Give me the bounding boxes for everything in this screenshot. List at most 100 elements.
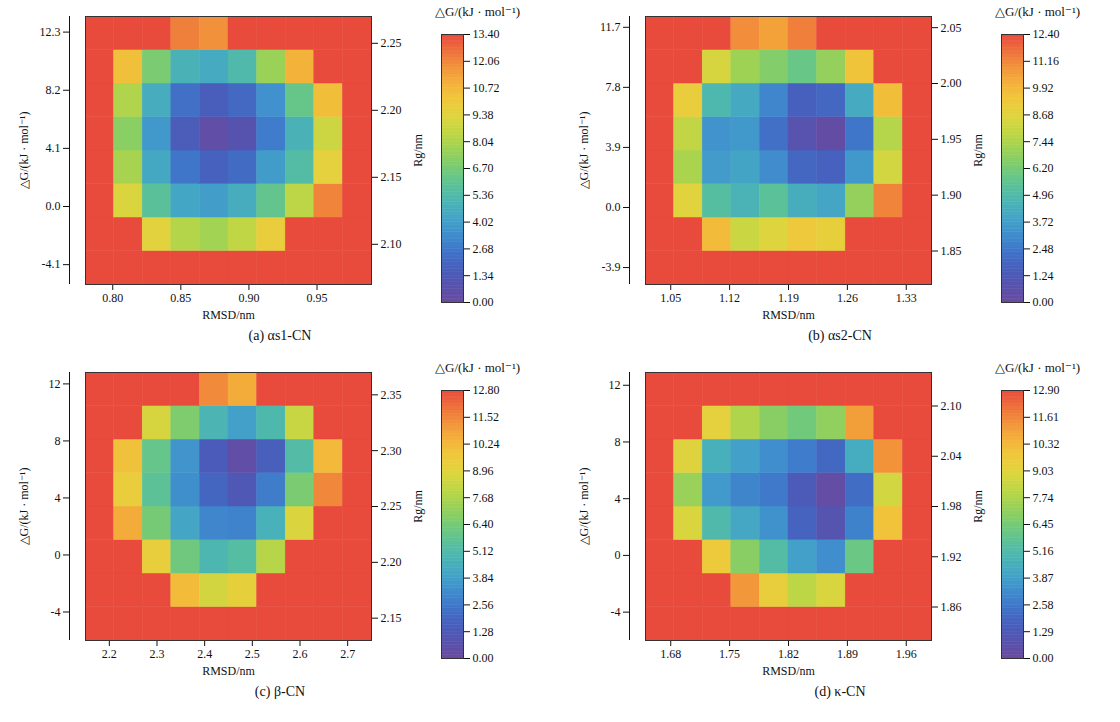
svg-text:9.38: 9.38 <box>473 108 494 122</box>
svg-text:RMSD/nm: RMSD/nm <box>202 664 255 678</box>
svg-text:1.05: 1.05 <box>660 291 681 305</box>
svg-text:1.26: 1.26 <box>837 291 858 305</box>
svg-text:2.10: 2.10 <box>941 399 962 413</box>
svg-text:3.87: 3.87 <box>1033 571 1054 585</box>
svg-text:1.34: 1.34 <box>473 269 494 283</box>
svg-text:6.40: 6.40 <box>473 517 494 531</box>
svg-text:4.96: 4.96 <box>1033 188 1054 202</box>
svg-text:11.61: 11.61 <box>1033 410 1060 424</box>
svg-text:△G/(kJ · mol⁻¹): △G/(kJ · mol⁻¹) <box>17 112 31 190</box>
svg-text:2.48: 2.48 <box>1033 242 1054 256</box>
svg-text:1.33: 1.33 <box>896 291 917 305</box>
svg-text:0.0: 0.0 <box>606 200 621 214</box>
svg-text:1.98: 1.98 <box>941 499 962 513</box>
svg-text:4: 4 <box>55 491 61 505</box>
svg-text:5.36: 5.36 <box>473 188 494 202</box>
svg-text:2.25: 2.25 <box>381 36 402 50</box>
svg-text:1.82: 1.82 <box>778 647 799 661</box>
svg-text:1.75: 1.75 <box>719 647 740 661</box>
svg-text:12: 12 <box>609 378 621 392</box>
svg-text:2.20: 2.20 <box>381 555 402 569</box>
svg-text:△G/(kJ · mol⁻¹): △G/(kJ · mol⁻¹) <box>577 112 591 190</box>
svg-text:0.80: 0.80 <box>102 291 123 305</box>
svg-text:2.00: 2.00 <box>941 76 962 90</box>
svg-text:7.74: 7.74 <box>1033 491 1054 505</box>
svg-text:10.72: 10.72 <box>473 81 500 95</box>
svg-text:8.68: 8.68 <box>1033 108 1054 122</box>
svg-text:Rg/nm: Rg/nm <box>971 489 985 522</box>
svg-text:8: 8 <box>55 434 61 448</box>
svg-text:7.68: 7.68 <box>473 491 494 505</box>
svg-text:4: 4 <box>615 492 621 506</box>
svg-text:1.86: 1.86 <box>941 600 962 614</box>
svg-text:12.06: 12.06 <box>473 54 500 68</box>
svg-text:1.90: 1.90 <box>941 188 962 202</box>
svg-text:6.70: 6.70 <box>473 161 494 175</box>
svg-text:1.96: 1.96 <box>896 647 917 661</box>
svg-text:-4.1: -4.1 <box>42 257 61 271</box>
svg-text:12.3: 12.3 <box>40 25 61 39</box>
svg-text:2.4: 2.4 <box>197 647 212 661</box>
svg-text:1.29: 1.29 <box>1033 625 1054 639</box>
svg-text:11.16: 11.16 <box>1033 54 1060 68</box>
svg-text:3.84: 3.84 <box>473 571 494 585</box>
svg-text:-3.9: -3.9 <box>602 260 621 274</box>
svg-text:-4: -4 <box>51 605 61 619</box>
svg-text:2.6: 2.6 <box>293 647 308 661</box>
svg-text:10.24: 10.24 <box>473 437 500 451</box>
svg-text:RMSD/nm: RMSD/nm <box>762 664 815 678</box>
svg-text:5.16: 5.16 <box>1033 544 1054 558</box>
svg-text:Rg/nm: Rg/nm <box>411 133 425 166</box>
svg-text:1.24: 1.24 <box>1033 269 1054 283</box>
svg-text:2.04: 2.04 <box>941 449 962 463</box>
svg-text:1.19: 1.19 <box>778 291 799 305</box>
svg-text:RMSD/nm: RMSD/nm <box>762 308 815 322</box>
svg-text:12.80: 12.80 <box>473 383 500 397</box>
svg-text:RMSD/nm: RMSD/nm <box>202 308 255 322</box>
svg-text:3.72: 3.72 <box>1033 215 1054 229</box>
svg-text:Rg/nm: Rg/nm <box>971 133 985 166</box>
svg-text:2.30: 2.30 <box>381 444 402 458</box>
svg-text:8.2: 8.2 <box>46 83 61 97</box>
svg-text:1.12: 1.12 <box>719 291 740 305</box>
svg-text:12.90: 12.90 <box>1033 383 1060 397</box>
svg-text:0.90: 0.90 <box>238 291 259 305</box>
svg-text:2.25: 2.25 <box>381 499 402 513</box>
svg-text:1.95: 1.95 <box>941 132 962 146</box>
svg-text:1.85: 1.85 <box>941 244 962 258</box>
svg-text:12: 12 <box>49 377 61 391</box>
svg-text:2.3: 2.3 <box>150 647 165 661</box>
svg-text:2.68: 2.68 <box>473 242 494 256</box>
svg-text:11.7: 11.7 <box>600 20 621 34</box>
svg-text:2.58: 2.58 <box>1033 598 1054 612</box>
svg-text:1.89: 1.89 <box>837 647 858 661</box>
svg-text:1.28: 1.28 <box>473 625 494 639</box>
svg-text:2.05: 2.05 <box>941 21 962 35</box>
svg-text:0.95: 0.95 <box>307 291 328 305</box>
svg-text:13.40: 13.40 <box>473 27 500 41</box>
svg-text:0.00: 0.00 <box>473 651 494 665</box>
svg-text:7.8: 7.8 <box>606 80 621 94</box>
svg-text:9.03: 9.03 <box>1033 464 1054 478</box>
svg-text:0: 0 <box>615 548 621 562</box>
svg-text:2.2: 2.2 <box>102 647 117 661</box>
svg-text:5.12: 5.12 <box>473 544 494 558</box>
svg-text:2.20: 2.20 <box>381 103 402 117</box>
svg-text:8.96: 8.96 <box>473 464 494 478</box>
svg-text:4.02: 4.02 <box>473 215 494 229</box>
svg-text:2.7: 2.7 <box>340 647 355 661</box>
svg-text:12.40: 12.40 <box>1033 27 1060 41</box>
svg-text:0.85: 0.85 <box>170 291 191 305</box>
svg-text:2.56: 2.56 <box>473 598 494 612</box>
svg-text:△G/(kJ · mol⁻¹): △G/(kJ · mol⁻¹) <box>17 468 31 546</box>
svg-text:2.35: 2.35 <box>381 388 402 402</box>
svg-text:4.1: 4.1 <box>46 141 61 155</box>
svg-text:2.15: 2.15 <box>381 170 402 184</box>
svg-text:11.52: 11.52 <box>473 410 500 424</box>
svg-text:0.00: 0.00 <box>1033 295 1054 309</box>
svg-text:-4: -4 <box>611 605 621 619</box>
svg-text:△G/(kJ · mol⁻¹): △G/(kJ · mol⁻¹) <box>577 468 591 546</box>
svg-text:2.10: 2.10 <box>381 237 402 251</box>
svg-text:2.5: 2.5 <box>245 647 260 661</box>
svg-text:0.0: 0.0 <box>46 199 61 213</box>
